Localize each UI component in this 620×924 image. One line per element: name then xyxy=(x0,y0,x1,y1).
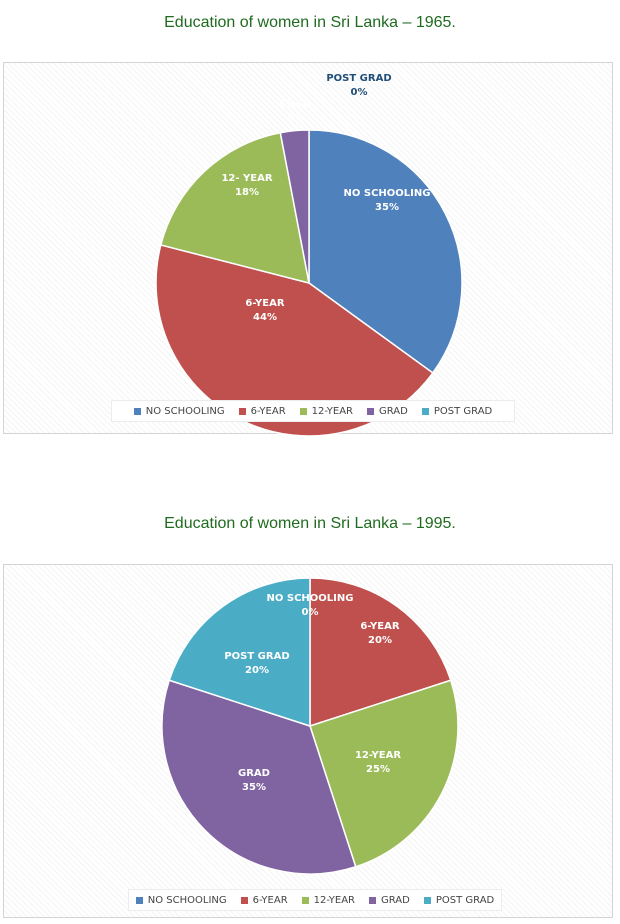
pie-chart-1995: NO SCHOOLING 0% 6-YEAR 20% 12-YEAR 25% GRAD 35%… xyxy=(161,577,459,875)
legend-swatch xyxy=(423,896,431,904)
legend-item-grad: GRAD xyxy=(367,406,408,417)
pie-slice-6-year xyxy=(309,577,452,728)
slice-value-no-schooling: 0% xyxy=(302,607,319,618)
legend-item-no-schooling: NO SCHOOLING xyxy=(135,894,227,906)
legend-item-6-year: 6-YEAR xyxy=(240,894,288,906)
slice-value-12-year: 18% xyxy=(235,187,259,198)
slice-label-6-year: 6-YEAR xyxy=(245,298,284,309)
legend-item-12-year: 12-YEAR xyxy=(301,894,356,906)
slice-value-6-year: 20% xyxy=(368,635,392,646)
slice-value-12-year: 25% xyxy=(366,764,390,775)
slice-label-grad: GRAD xyxy=(238,768,270,779)
pie-slice-grad xyxy=(161,679,357,875)
chart-title-1995: Education of women in Sri Lanka – 1995. xyxy=(164,515,456,532)
chart-panel-1995: NO SCHOOLING 0% 6-YEAR 20% 12-YEAR 25% GRAD 35%… xyxy=(3,564,613,918)
slice-label-no-schooling: NO SCHOOLING xyxy=(344,188,431,199)
legend-swatch xyxy=(369,896,377,904)
pie-slice-12-year xyxy=(309,679,459,868)
slice-value-no-schooling: 35% xyxy=(375,202,399,213)
legend-item-6-year: 6-YEAR xyxy=(238,405,286,417)
slice-label-12-year: 12-YEAR xyxy=(355,750,401,761)
legend-1995: NO SCHOOLING 6-YEAR 12-YEAR GRAD POST GRAD xyxy=(128,889,502,911)
legend-swatch xyxy=(299,407,307,415)
legend-label: POST GRAD xyxy=(435,894,495,906)
slice-value-post-grad: 0% xyxy=(351,87,368,98)
pie-slice-12-year xyxy=(159,131,310,285)
pie-slice-post-grad xyxy=(168,577,311,728)
pie-slice-grad xyxy=(279,129,310,284)
legend-item-post-grad: POST GRAD xyxy=(421,405,493,417)
chart-panel-1965: NO SCHOOLING 35% 6-YEAR 44% 12- YEAR 18% GRAD 3… xyxy=(3,62,613,437)
legend-label: 12-YEAR xyxy=(313,894,356,906)
legend-item-post-grad: POST GRAD xyxy=(423,894,495,906)
legend-label: GRAD xyxy=(381,894,410,906)
legend-swatch xyxy=(367,407,375,415)
slice-value-grad: 3% xyxy=(287,113,304,124)
legend-label: GRAD xyxy=(379,405,408,417)
legend-1965: NO SCHOOLING 6-YEAR 12-YEAR GRAD POST GRAD xyxy=(111,400,515,422)
legend-swatch xyxy=(133,407,141,415)
slice-label-post-grad: POST GRAD xyxy=(224,651,289,662)
legend-label: 6-YEAR xyxy=(250,405,286,417)
slice-label-grad: GRAD xyxy=(279,99,311,110)
slice-value-grad: 35% xyxy=(242,782,266,793)
legend-swatch xyxy=(135,896,143,904)
legend-item-grad: GRAD xyxy=(369,895,410,906)
pie-chart-1965: NO SCHOOLING 35% 6-YEAR 44% 12- YEAR 18% GRAD 3… xyxy=(155,73,463,437)
slice-label-12-year: 12- YEAR xyxy=(221,173,272,184)
legend-label: NO SCHOOLING xyxy=(145,405,225,417)
legend-swatch xyxy=(238,407,246,415)
legend-item-12-year: 12-YEAR xyxy=(299,405,354,417)
legend-label: 12-YEAR xyxy=(311,405,354,417)
legend-label: 6-YEAR xyxy=(252,894,288,906)
legend-label: POST GRAD xyxy=(433,405,493,417)
legend-item-no-schooling: NO SCHOOLING xyxy=(133,405,225,417)
slice-value-post-grad: 20% xyxy=(245,665,269,676)
legend-swatch xyxy=(421,407,429,415)
chart-title-1965: Education of women in Sri Lanka – 1965. xyxy=(164,14,456,31)
legend-swatch xyxy=(240,896,248,904)
slice-label-6-year: 6-YEAR xyxy=(360,621,399,632)
slice-label-post-grad: POST GRAD xyxy=(326,73,391,84)
legend-swatch xyxy=(301,896,309,904)
slice-label-no-schooling: NO SCHOOLING xyxy=(267,593,354,604)
legend-label: NO SCHOOLING xyxy=(147,894,227,906)
slice-value-6-year: 44% xyxy=(253,312,277,323)
pie-slice-no-schooling xyxy=(308,129,463,374)
